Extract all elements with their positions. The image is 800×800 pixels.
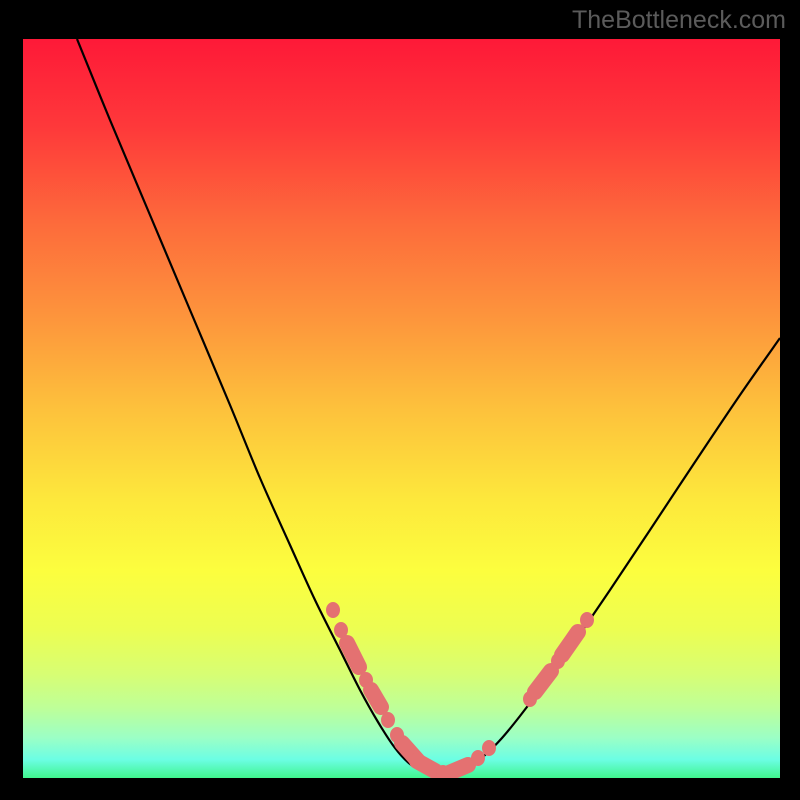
marker-dot bbox=[381, 712, 395, 728]
marker-dot bbox=[471, 750, 485, 766]
marker-pill bbox=[417, 761, 435, 771]
chart-container: { "attribution": { "text": "TheBottlenec… bbox=[0, 0, 800, 800]
gradient-background bbox=[23, 39, 780, 778]
marker-dot bbox=[326, 602, 340, 618]
marker-dot bbox=[580, 612, 594, 628]
marker-pill bbox=[347, 643, 359, 667]
attribution-text: TheBottleneck.com bbox=[572, 6, 786, 35]
marker-dot bbox=[482, 740, 496, 756]
marker-pill bbox=[449, 765, 468, 773]
marker-pill bbox=[371, 690, 381, 707]
bottleneck-chart bbox=[0, 0, 800, 800]
